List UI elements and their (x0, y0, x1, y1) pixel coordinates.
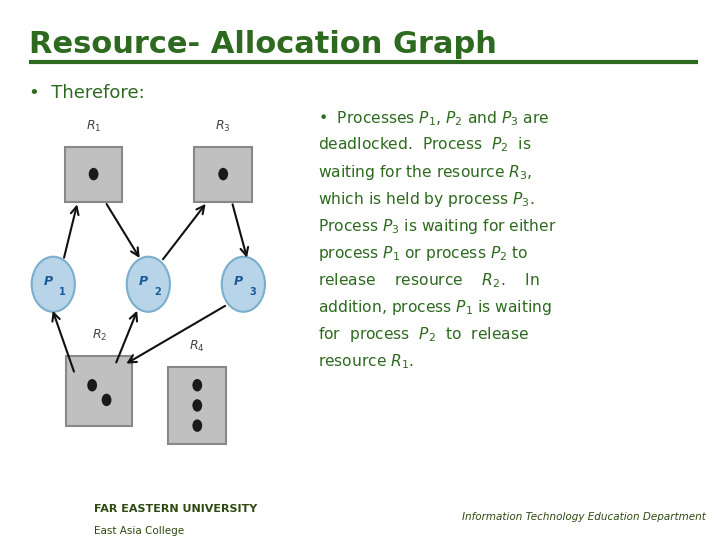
Text: $R_1$: $R_1$ (86, 119, 102, 134)
Text: $R_4$: $R_4$ (189, 339, 205, 354)
Text: P: P (138, 275, 148, 288)
Text: 2: 2 (154, 287, 161, 298)
Circle shape (89, 168, 99, 180)
Circle shape (32, 256, 75, 312)
FancyBboxPatch shape (65, 146, 122, 201)
Circle shape (127, 256, 170, 312)
Circle shape (218, 168, 228, 180)
Text: P: P (233, 275, 243, 288)
Text: 1: 1 (59, 287, 66, 298)
Text: Information Technology Education Department: Information Technology Education Departm… (462, 512, 706, 522)
FancyBboxPatch shape (194, 146, 252, 201)
Circle shape (192, 399, 202, 411)
Circle shape (192, 379, 202, 392)
Text: •  Processes $P_1$, $P_2$ and $P_3$ are
deadlocked.  Process  $P_2$  is
waiting : • Processes $P_1$, $P_2$ and $P_3$ are d… (318, 109, 556, 371)
FancyBboxPatch shape (66, 356, 132, 426)
Circle shape (102, 394, 112, 406)
Text: •  Therefore:: • Therefore: (29, 84, 145, 102)
Text: Resource- Allocation Graph: Resource- Allocation Graph (29, 30, 497, 59)
Text: P: P (43, 275, 53, 288)
Text: 3: 3 (249, 287, 256, 298)
Circle shape (192, 420, 202, 432)
Text: East Asia College: East Asia College (94, 525, 184, 536)
Text: $R_3$: $R_3$ (215, 119, 231, 134)
FancyBboxPatch shape (168, 367, 226, 444)
Text: $R_2$: $R_2$ (91, 328, 107, 343)
Circle shape (222, 256, 265, 312)
Text: FAR EASTERN UNIVERSITY: FAR EASTERN UNIVERSITY (94, 504, 257, 514)
Circle shape (87, 379, 97, 392)
